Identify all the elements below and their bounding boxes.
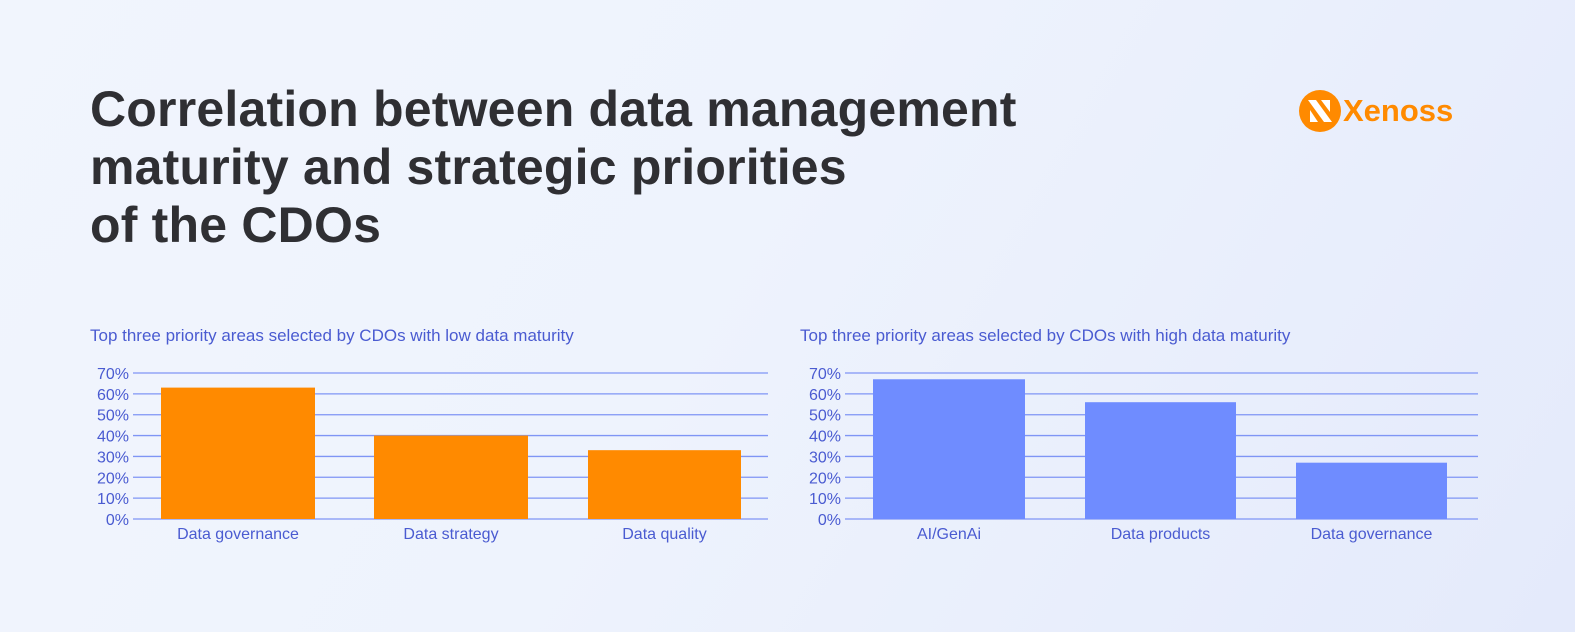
bar [1296,462,1447,519]
chart-title: Top three priority areas selected by CDO… [800,326,1291,345]
y-tick-label: 30% [97,449,129,466]
y-tick-label: 70% [97,366,129,383]
bar [873,379,1025,519]
y-tick-label: 70% [809,366,841,383]
title-line: Correlation between data management [90,81,1017,137]
y-tick-label: 40% [809,429,841,446]
y-tick-label: 40% [97,429,129,446]
bar [374,435,528,519]
x-tick-label: Data quality [622,526,707,543]
x-tick-label: AI/GenAi [917,526,981,543]
x-tick-label: Data governance [177,526,299,543]
y-tick-label: 50% [97,408,129,425]
bar [161,387,315,519]
y-tick-label: 10% [97,491,129,508]
title-line: maturity and strategic priorities [90,139,847,195]
xenoss-logo-icon [1299,90,1341,132]
xenoss-logo: Xenoss [1299,90,1453,132]
y-tick-label: 60% [97,387,129,404]
logo-text: Xenoss [1343,93,1454,128]
y-tick-label: 10% [809,491,841,508]
high-maturity-bar-chart: 0% 10% 20% 30% 40% 50% 60% 70% AI/GenAi Data prod… [809,366,1478,543]
x-tick-label: Data products [1111,526,1211,543]
y-tick-label: 50% [809,408,841,425]
y-tick-label: 0% [818,512,841,529]
title-line: of the CDOs [90,197,382,253]
bar [588,450,741,519]
x-tick-label: Data strategy [403,526,498,543]
x-tick-label: Data governance [1311,526,1433,543]
y-tick-label: 0% [106,512,129,529]
chart-title: Top three priority areas selected by CDO… [90,326,574,345]
y-tick-label: 20% [809,470,841,487]
y-tick-label: 30% [809,449,841,466]
y-tick-label: 60% [809,387,841,404]
page-title: Correlation between data management matu… [90,80,1017,254]
y-tick-label: 20% [97,470,129,487]
low-maturity-bar-chart: 0% 10% 20% 30% 40% 50% 60% 70% Data governance Da… [97,366,768,543]
bar [1085,402,1236,519]
